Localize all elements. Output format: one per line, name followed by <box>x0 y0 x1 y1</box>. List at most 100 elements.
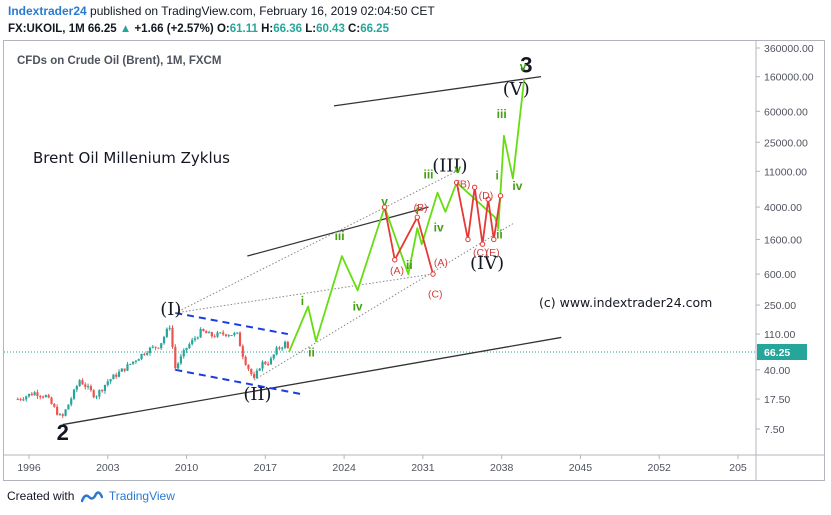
candle-body <box>222 332 225 335</box>
y-tick-label: 40.00 <box>764 365 790 377</box>
y-tick-label: 1600.00 <box>764 234 802 246</box>
wave-label-minor: i <box>416 203 419 217</box>
y-tick-label: 360000.00 <box>764 43 814 55</box>
candle-body <box>33 392 36 396</box>
ohlc-line: FX:UKOIL, 1M 66.25 ▲ +1.66 (+2.57%) O:61… <box>8 23 389 35</box>
candle-body <box>244 356 247 365</box>
red-wave-path <box>383 206 434 275</box>
wave-label-correction: (A) <box>390 265 404 277</box>
candle-body <box>224 334 228 336</box>
red-wave-node <box>430 271 436 277</box>
wave-label-minor: ii <box>496 227 503 241</box>
wave-label-correction: (D) <box>479 190 494 202</box>
wave-label-minor: iv <box>434 221 444 235</box>
candle-body <box>53 403 56 407</box>
tradingview-logo-icon <box>80 491 103 503</box>
green-wave-path <box>288 78 526 353</box>
wave-label-major: 3 <box>520 53 532 78</box>
candle-body <box>233 333 236 336</box>
wave-label-minor: ii <box>406 258 413 272</box>
published-text: published on TradingView.com, February 1… <box>86 4 435 18</box>
red-wave-node <box>381 204 388 210</box>
wave-label-correction: (C) <box>428 288 443 300</box>
candle-body <box>131 361 135 364</box>
red-wave-node <box>465 236 471 243</box>
wave-label-correction: (B) <box>414 202 428 214</box>
trendline-dashed <box>175 311 289 336</box>
x-tick-label: 2045 <box>569 462 593 474</box>
candle-body <box>227 335 230 337</box>
red-wave-node <box>479 241 486 247</box>
candle-body <box>50 397 53 404</box>
red-wave-node <box>471 184 478 190</box>
candle-body <box>22 399 25 401</box>
candle-body <box>109 379 112 382</box>
wave-label-minor: iii <box>497 107 507 121</box>
symbol-label: FX:UKOIL, 1M <box>8 23 85 35</box>
candle-body <box>146 352 149 355</box>
candle-body <box>103 384 107 391</box>
candle-body <box>193 338 197 340</box>
wave-label-minor: v <box>454 162 461 176</box>
y-tick-label: 60000.00 <box>764 106 808 118</box>
candle-body <box>205 331 208 334</box>
candle-body <box>202 328 205 332</box>
trendline-dotted <box>253 223 514 381</box>
candle-body <box>196 337 199 339</box>
candle-body <box>92 390 95 398</box>
tradingview-link[interactable]: TradingView <box>108 489 175 503</box>
candles-group <box>16 325 289 419</box>
candle-body <box>281 347 284 349</box>
red-wave-node <box>392 257 398 263</box>
footer: Created with TradingView <box>7 489 175 503</box>
candle-body <box>137 359 140 361</box>
candle-body <box>41 396 45 398</box>
candle-body <box>199 328 202 338</box>
candle-body <box>213 336 216 338</box>
x-tick-label: 2010 <box>175 462 199 474</box>
last-price: 66.25 <box>87 23 117 35</box>
candle-body <box>115 374 118 377</box>
wave-label-minor: iv <box>353 299 363 313</box>
publish-line: Indextrader24 published on TradingView.c… <box>8 4 435 18</box>
candle-body <box>84 384 87 388</box>
candle-body <box>210 332 213 337</box>
candle-body <box>134 360 138 362</box>
candle-body <box>101 390 104 392</box>
candle-body <box>269 358 273 365</box>
candle-body <box>58 414 62 416</box>
candle-body <box>30 393 33 396</box>
candle-body <box>185 347 188 351</box>
wave-label-minor: iii <box>424 167 434 181</box>
candle-body <box>258 368 261 371</box>
candle-body <box>148 347 152 353</box>
candle-body <box>61 414 64 416</box>
high-label: H: <box>261 23 274 35</box>
last-price-tag <box>757 343 807 360</box>
candle-body <box>272 354 275 359</box>
candle-body <box>275 347 278 355</box>
wave-label-roman: (I) <box>160 299 181 320</box>
wave-label-minor: iv <box>512 179 522 193</box>
candle-body <box>160 343 163 349</box>
author-link[interactable]: Indextrader24 <box>8 4 87 18</box>
candle-body <box>39 396 42 398</box>
close-value: 66.25 <box>360 23 389 35</box>
red-wave-node <box>485 196 491 202</box>
candle-body <box>238 332 242 347</box>
candle-body <box>72 389 76 399</box>
x-tick-label: 2017 <box>254 462 278 474</box>
candle-body <box>78 380 81 387</box>
candle-body <box>255 370 258 378</box>
candle-body <box>157 347 160 349</box>
wave-label-minor: v <box>381 194 388 208</box>
candle-body <box>75 386 78 390</box>
chart-frame[interactable] <box>3 40 825 481</box>
candle-body <box>191 339 194 345</box>
candle-body <box>129 363 132 365</box>
candle-body <box>117 371 121 377</box>
candle-body <box>188 344 191 348</box>
wave-label-roman: (III) <box>432 155 467 176</box>
candle-body <box>207 332 211 334</box>
